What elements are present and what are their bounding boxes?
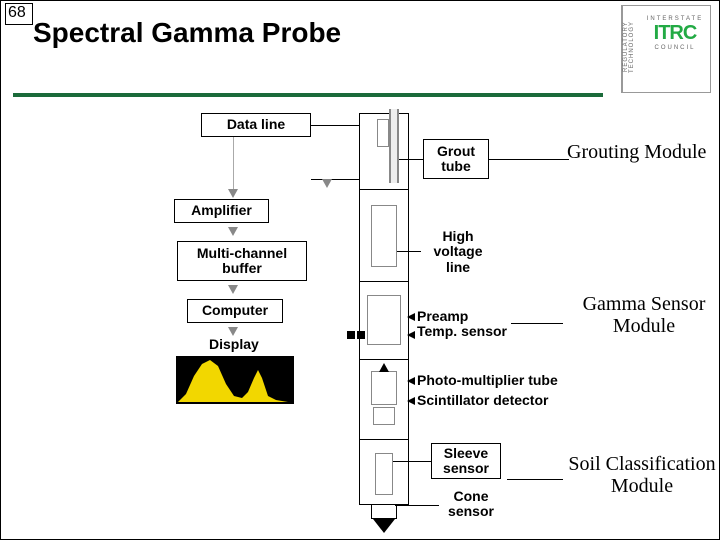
- probe-seg-1: [359, 189, 409, 190]
- probe-inner-preamp: [367, 295, 401, 345]
- title-rule: [13, 93, 603, 97]
- module-grouting: Grouting Module: [567, 141, 706, 163]
- probe-seg-3: [359, 359, 409, 360]
- tri-preamp-1: [407, 313, 415, 321]
- label-scint: Scintillator detector: [417, 393, 617, 408]
- label-preamp: Preamp Temp. sensor: [417, 309, 537, 340]
- logo-acronym: ITRC: [642, 22, 708, 45]
- probe-cone: [373, 519, 395, 533]
- sq-temp-2: [347, 331, 355, 339]
- grout-pipe: [389, 109, 399, 183]
- probe-seg-4: [359, 439, 409, 440]
- line-grout-mod: [489, 159, 569, 160]
- tri-preamp-2: [407, 331, 415, 339]
- box-mcb: Multi-channel buffer: [177, 241, 307, 281]
- box-grout-tube: Grout tube: [423, 139, 489, 179]
- label-display: Display: [209, 337, 259, 352]
- sq-temp-1: [357, 331, 365, 339]
- line-sleeve: [393, 461, 431, 462]
- probe-seg-2: [359, 281, 409, 282]
- itrc-logo: REGULATORY TECHNOLOGY INTERSTATE ITRC CO…: [621, 5, 711, 93]
- probe-diagram: Data line Amplifier Multi-channel buffer…: [1, 109, 720, 539]
- box-sleeve: Sleeve sensor: [431, 443, 501, 479]
- module-soil: Soil Classification Module: [563, 453, 720, 497]
- label-hv: High voltage line: [423, 229, 493, 275]
- arrow-pmt-up: [379, 363, 389, 372]
- arrow-amp-mcb: [228, 227, 238, 236]
- probe-inner-pmt: [371, 371, 397, 405]
- tri-scint: [407, 397, 415, 405]
- slide-number: 68: [5, 3, 33, 25]
- label-pmt: Photo-multiplier tube: [417, 373, 617, 388]
- tri-pmt: [407, 377, 415, 385]
- probe-tip: [371, 505, 397, 519]
- line-grout: [399, 159, 423, 160]
- box-amplifier: Amplifier: [174, 199, 269, 223]
- probe-inner-scint: [373, 407, 395, 425]
- arrow-dl-amp: [228, 189, 238, 198]
- arrow-hv-down: [322, 179, 332, 188]
- module-gamma: Gamma Sensor Module: [567, 293, 720, 337]
- line-dl-probe: [311, 125, 359, 126]
- logo-bottom-text: COUNCIL: [642, 45, 708, 51]
- arrow-mcb-comp: [228, 285, 238, 294]
- line-soil-mod: [507, 479, 563, 480]
- line-dl-amp: [233, 137, 234, 193]
- logo-side-text: REGULATORY TECHNOLOGY: [622, 6, 640, 92]
- spectrum-display: [176, 356, 294, 404]
- arrow-comp-disp: [228, 327, 238, 336]
- line-hv-top: [311, 179, 359, 180]
- line-hv: [397, 251, 421, 252]
- box-data-line: Data line: [201, 113, 311, 137]
- page-title: Spectral Gamma Probe: [33, 17, 341, 49]
- line-gamma-mod: [511, 323, 563, 324]
- label-cone-sensor: Cone sensor: [441, 489, 501, 520]
- probe-inner-top: [377, 119, 389, 147]
- line-cone: [395, 505, 439, 506]
- probe-inner-hv: [371, 205, 397, 267]
- probe-inner-sensor: [375, 453, 393, 495]
- box-computer: Computer: [187, 299, 283, 323]
